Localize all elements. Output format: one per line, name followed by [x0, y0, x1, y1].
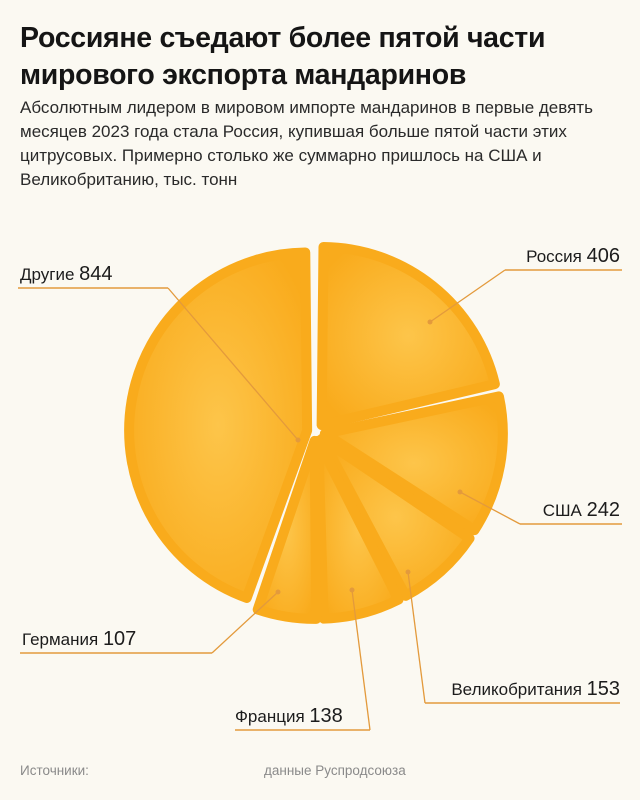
slice-category: Другие	[20, 265, 79, 284]
pie-slice-5	[124, 247, 313, 603]
pie-slice-4	[252, 435, 322, 624]
leader-line	[167, 287, 299, 441]
leader-line	[459, 491, 521, 525]
leader-line	[429, 269, 506, 323]
leader-dot	[275, 589, 281, 595]
slice-category: Германия	[22, 630, 103, 649]
leader-dot	[427, 319, 433, 325]
chart-title: Россияне съедают более пятой части миров…	[20, 22, 546, 91]
leader-line	[407, 571, 426, 704]
sources-label: Источники:	[20, 763, 89, 778]
leader-dot	[295, 437, 301, 443]
slice-label: Россия 406	[526, 245, 620, 267]
leader-dot	[457, 489, 463, 495]
slice-label: Германия 107	[22, 628, 136, 650]
slice-label: Другие 844	[20, 263, 113, 285]
slice-label: США 242	[543, 499, 620, 521]
slice-value: 406	[587, 245, 620, 267]
slice-category: США	[543, 501, 587, 520]
slice-value: 153	[587, 678, 620, 700]
slice-category: Россия	[526, 247, 586, 266]
slice-value: 107	[103, 628, 136, 650]
slice-label: Франция 138	[235, 705, 343, 727]
slice-value: 138	[309, 705, 342, 727]
pie-slice-0	[316, 241, 500, 430]
leader-dot	[405, 569, 411, 575]
slice-label: Великобритания 153	[451, 678, 620, 700]
slice-value: 242	[587, 499, 620, 521]
leader-line	[351, 589, 371, 731]
pie-slice-3	[313, 435, 404, 624]
pie-slice-1	[319, 391, 508, 536]
leader-dot	[349, 587, 355, 593]
slice-category: Франция	[235, 707, 309, 726]
leader-line	[211, 591, 279, 654]
pie-slice-2	[317, 433, 475, 601]
slice-value: 844	[79, 263, 112, 285]
chart-subtitle: Абсолютным лидером в мировом импорте ман…	[20, 98, 593, 189]
sources-value: данные Руспродсоюза	[264, 763, 406, 778]
slice-category: Великобритания	[451, 680, 586, 699]
